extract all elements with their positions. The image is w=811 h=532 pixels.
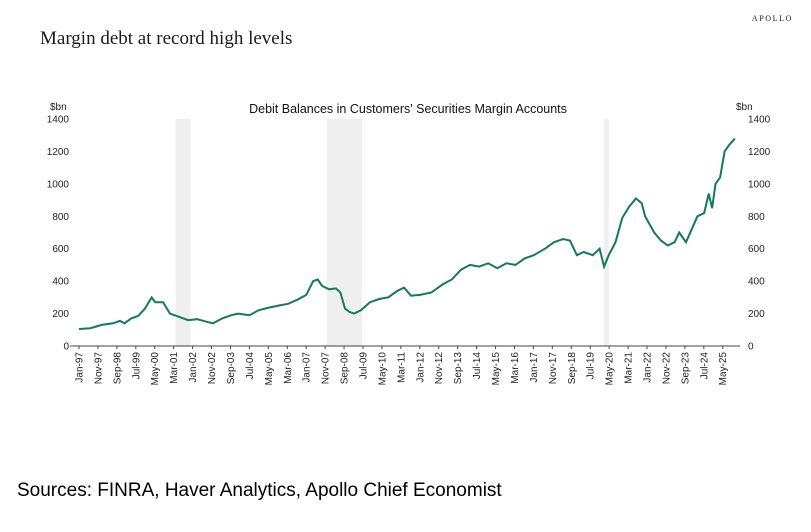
x-tick-label: Mar-16 bbox=[510, 352, 521, 384]
y-axis-left: 0 200 400 600 800 1000 1200 1400 bbox=[47, 115, 70, 353]
y-tick-left: 0 bbox=[63, 342, 69, 353]
x-tick-label: Nov-97 bbox=[93, 352, 104, 385]
x-tick-label: Nov-02 bbox=[207, 352, 218, 385]
series-line-debit-balances bbox=[78, 137, 736, 330]
x-tick-label: Jan-07 bbox=[302, 352, 313, 383]
x-tick-label: Sep-08 bbox=[340, 352, 351, 385]
x-tick-label: Sep-18 bbox=[567, 352, 578, 385]
chart-title: Debit Balances in Customers' Securities … bbox=[249, 102, 567, 116]
y-tick-left: 400 bbox=[52, 277, 69, 288]
x-tick-label: Mar-21 bbox=[624, 352, 635, 384]
y-tick-left: 800 bbox=[52, 212, 69, 223]
x-tick-label: Sep-13 bbox=[453, 352, 464, 385]
x-tick-label: Jul-24 bbox=[699, 352, 710, 380]
x-tick-label: Sep-98 bbox=[112, 352, 123, 385]
y-tick-right: 0 bbox=[748, 342, 754, 353]
y-tick-right: 200 bbox=[748, 309, 765, 320]
x-tick-label: Nov-22 bbox=[661, 352, 672, 385]
y-tick-right: 800 bbox=[748, 212, 765, 223]
x-tick-label: Jul-19 bbox=[586, 352, 597, 380]
y-tick-right: 1200 bbox=[748, 147, 771, 158]
x-tick-label: Jan-97 bbox=[75, 352, 86, 383]
y-tick-right: 1400 bbox=[748, 115, 771, 126]
x-tick-label: May-20 bbox=[605, 352, 616, 386]
x-tick-label: May-10 bbox=[377, 352, 388, 386]
x-tick-label: Jan-17 bbox=[529, 352, 540, 383]
y-tick-left: 1200 bbox=[47, 147, 70, 158]
recession-bands bbox=[175, 119, 609, 346]
recession-band-1 bbox=[175, 119, 191, 346]
x-tick-label: May-15 bbox=[491, 352, 502, 386]
x-tick-label: Jul-04 bbox=[245, 352, 256, 380]
x-tick-label: May-05 bbox=[264, 352, 275, 386]
y-tick-left: 1000 bbox=[47, 179, 70, 190]
y-tick-left: 200 bbox=[52, 309, 69, 320]
x-tick-label: Jan-12 bbox=[415, 352, 426, 383]
y-tick-right: 400 bbox=[748, 277, 765, 288]
x-tick-label: Mar-11 bbox=[396, 352, 407, 383]
y-axis-unit-right: $bn bbox=[736, 102, 753, 113]
y-tick-left: 600 bbox=[52, 244, 69, 255]
brand-logo: APOLLO bbox=[751, 14, 793, 23]
chart: Debit Balances in Customers' Securities … bbox=[47, 102, 771, 386]
x-tick-label: Jul-99 bbox=[131, 352, 142, 380]
page-title: Margin debt at record high levels bbox=[40, 28, 293, 49]
x-tick-label: Nov-07 bbox=[321, 352, 332, 385]
x-tick-label: Jan-02 bbox=[188, 352, 199, 383]
x-tick-label: Sep-23 bbox=[680, 352, 691, 385]
x-tick-label: Jul-09 bbox=[359, 352, 370, 380]
x-tick-label: Nov-12 bbox=[434, 352, 445, 385]
x-axis: Jan-97 Nov-97 Sep-98 Jul-99 May-00 Mar-01 Jan-… bbox=[75, 346, 729, 386]
y-axis-unit-left: $bn bbox=[50, 102, 67, 113]
x-tick-label: May-25 bbox=[718, 352, 729, 386]
x-tick-label: Jan-22 bbox=[643, 352, 654, 383]
x-tick-label: May-00 bbox=[150, 352, 161, 386]
x-tick-label: Sep-03 bbox=[226, 352, 237, 385]
x-tick-label: Nov-17 bbox=[548, 352, 559, 385]
y-tick-right: 1000 bbox=[748, 179, 771, 190]
sources-note: Sources: FINRA, Haver Analytics, Apollo … bbox=[17, 480, 502, 501]
x-tick-label: Jul-14 bbox=[472, 352, 483, 380]
recession-band-3 bbox=[604, 119, 609, 346]
y-axis-right: 0 200 400 600 800 1000 1200 1400 bbox=[748, 115, 771, 353]
x-tick-label: Mar-01 bbox=[169, 352, 180, 384]
x-tick-label: Mar-06 bbox=[283, 352, 294, 384]
y-tick-left: 1400 bbox=[47, 115, 70, 126]
y-tick-right: 600 bbox=[748, 244, 765, 255]
